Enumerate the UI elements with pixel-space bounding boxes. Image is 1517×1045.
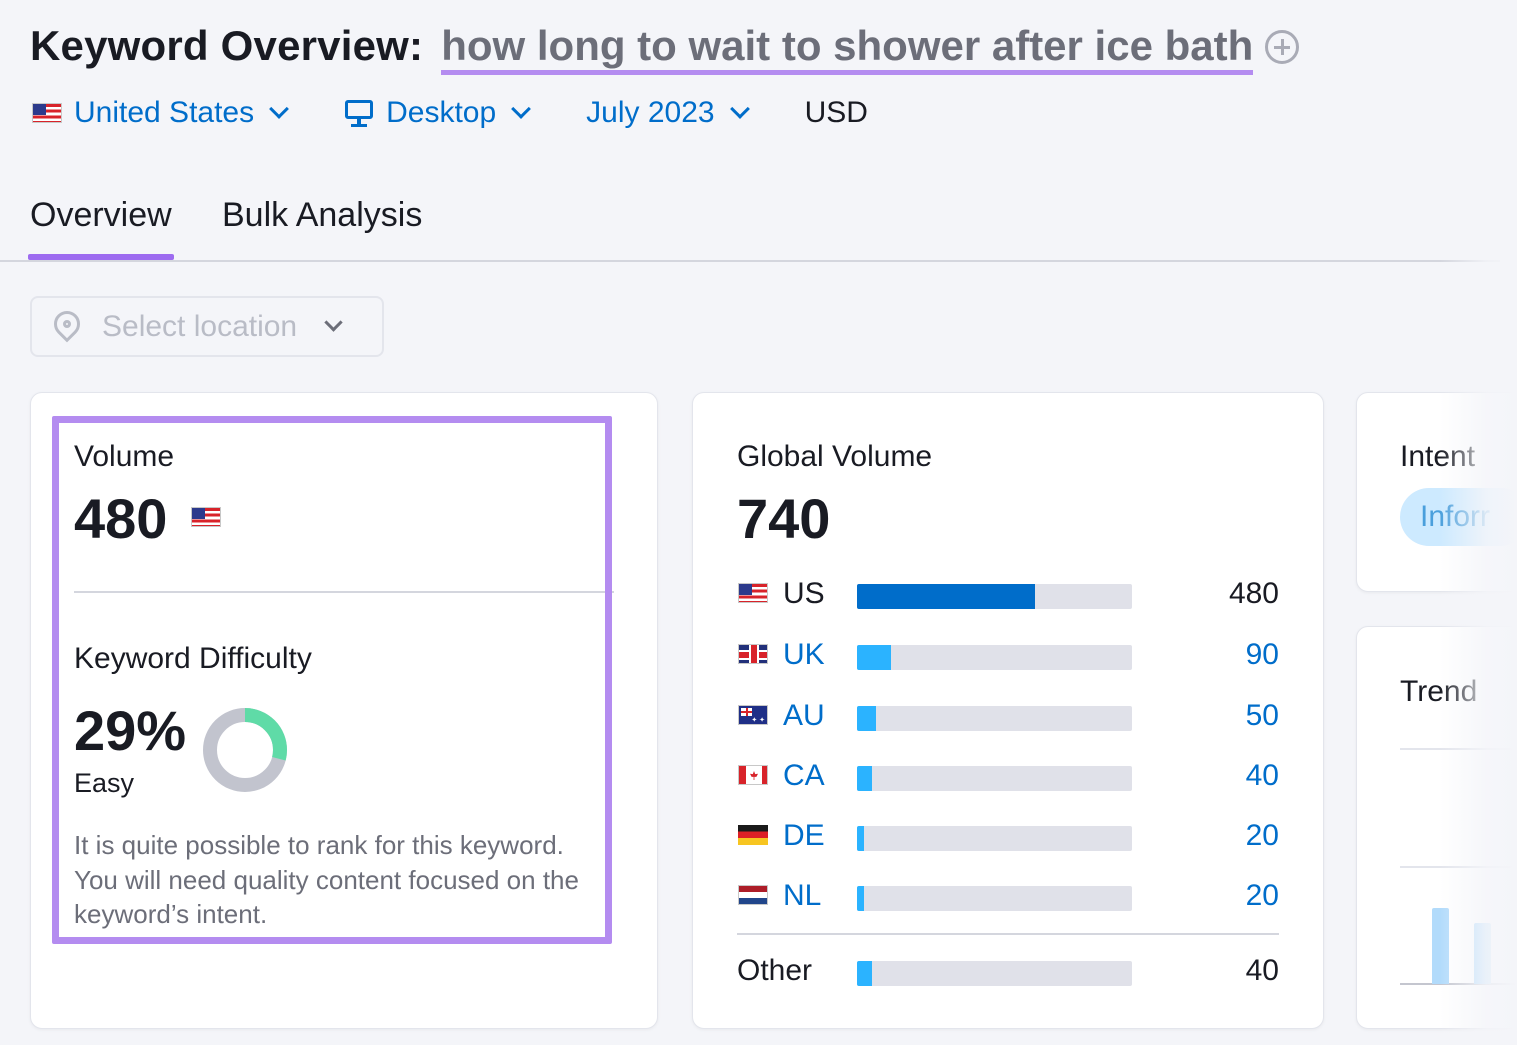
volume-value: 480 — [74, 487, 168, 550]
trend-bar — [1432, 908, 1449, 984]
page-title: Keyword Overview: — [30, 22, 424, 69]
trend-gridline — [1400, 866, 1517, 868]
location-select[interactable]: Select location — [30, 296, 384, 357]
keyword-difficulty-label: Keyword Difficulty — [74, 642, 312, 675]
country-code-link[interactable]: DE — [783, 819, 825, 852]
volume-bar-fill — [857, 645, 891, 670]
country-row-us: US 480 — [737, 577, 1279, 617]
au-flag-icon — [738, 705, 768, 725]
date-label: July 2023 — [586, 96, 715, 129]
country-code-link[interactable]: NL — [783, 879, 822, 912]
volume-bar-fill — [857, 706, 876, 731]
country-row-nl[interactable]: NL 20 — [737, 879, 1279, 919]
filter-bar: United States Desktop July 2023 USD — [32, 96, 868, 130]
volume-bar — [857, 826, 1132, 851]
chevron-down-icon — [729, 99, 750, 119]
currency-label: USD — [804, 96, 868, 129]
tab-bulk-analysis-label: Bulk Analysis — [222, 196, 423, 234]
keyword-title[interactable]: how long to wait to shower after ice bat… — [441, 23, 1254, 76]
volume-bar-fill — [857, 961, 872, 986]
tab-overview-label: Overview — [30, 196, 172, 234]
us-flag-icon — [738, 583, 768, 603]
other-label: Other — [737, 954, 813, 987]
country-volume-link[interactable]: 20 — [1245, 819, 1279, 852]
country-code-link[interactable]: CA — [783, 759, 825, 792]
country-row-other: Other 40 — [737, 954, 1279, 994]
de-flag-icon — [738, 825, 768, 845]
plus-circle-icon[interactable] — [1265, 30, 1300, 64]
country-row-de[interactable]: DE 20 — [737, 819, 1279, 859]
trend-label: Trend — [1400, 675, 1478, 708]
volume-bar — [857, 706, 1132, 731]
trend-baseline — [1400, 983, 1517, 985]
divider — [74, 591, 614, 593]
volume-bar-fill — [857, 886, 865, 911]
page-header: Keyword Overview: how long to wait to sh… — [30, 22, 1300, 76]
nl-flag-icon — [738, 885, 768, 905]
keyword-difficulty-description: It is quite possible to rank for this ke… — [74, 830, 579, 929]
volume-card — [30, 392, 658, 1029]
location-placeholder: Select location — [102, 309, 298, 343]
keyword-difficulty-level: Easy — [74, 768, 135, 798]
device-dropdown[interactable]: Desktop — [344, 96, 532, 130]
country-volume: 480 — [1228, 577, 1279, 610]
country-label: United States — [74, 96, 255, 129]
chevron-down-icon — [269, 99, 290, 119]
ca-flag-icon — [738, 765, 768, 785]
global-volume-value: 740 — [737, 487, 831, 550]
country-dropdown[interactable]: United States — [32, 96, 290, 130]
tab-overview[interactable]: Overview — [28, 196, 174, 260]
volume-bar — [857, 961, 1132, 986]
intent-label: Intent — [1400, 440, 1476, 473]
intent-badge: Inforr — [1400, 488, 1517, 546]
volume-bar — [857, 766, 1132, 791]
donut-progress — [203, 708, 287, 792]
country-code-link[interactable]: UK — [783, 638, 825, 671]
country-row-uk[interactable]: UK 90 — [737, 638, 1279, 678]
country-volume-link[interactable]: 90 — [1245, 638, 1279, 671]
global-volume-label: Global Volume — [737, 440, 933, 473]
us-flag-icon — [191, 507, 221, 527]
volume-bar — [857, 645, 1132, 670]
uk-flag-icon — [738, 644, 768, 664]
device-label: Desktop — [386, 96, 497, 129]
chevron-down-icon — [324, 313, 343, 332]
location-pin-icon — [48, 305, 86, 344]
volume-bar-fill — [857, 766, 872, 791]
trend-bar — [1474, 923, 1491, 984]
volume-bar — [857, 886, 1132, 911]
tab-bulk-analysis[interactable]: Bulk Analysis — [222, 196, 422, 235]
volume-bar-fill — [857, 584, 1036, 609]
country-row-au[interactable]: AU 50 — [737, 699, 1279, 739]
trend-gridline — [1400, 748, 1517, 750]
volume-label: Volume — [74, 440, 175, 473]
country-volume-link[interactable]: 20 — [1245, 879, 1279, 912]
other-volume: 40 — [1245, 954, 1279, 987]
tab-bar: Overview Bulk Analysis — [0, 186, 1500, 262]
keyword-difficulty-value: 29% — [74, 699, 187, 762]
country-volume-link[interactable]: 40 — [1245, 759, 1279, 792]
date-dropdown[interactable]: July 2023 — [586, 96, 750, 130]
active-tab-indicator — [28, 254, 174, 260]
us-flag-icon — [32, 103, 62, 123]
chevron-down-icon — [511, 99, 532, 119]
volume-bar — [857, 584, 1132, 609]
volume-bar-fill — [857, 826, 865, 851]
divider — [737, 933, 1279, 935]
keyword-difficulty-donut — [203, 708, 287, 792]
desktop-monitor-icon — [344, 98, 374, 128]
country-code: US — [783, 577, 825, 610]
country-code-link[interactable]: AU — [783, 699, 825, 732]
country-row-ca[interactable]: CA 40 — [737, 759, 1279, 799]
country-volume-link[interactable]: 50 — [1245, 699, 1279, 732]
